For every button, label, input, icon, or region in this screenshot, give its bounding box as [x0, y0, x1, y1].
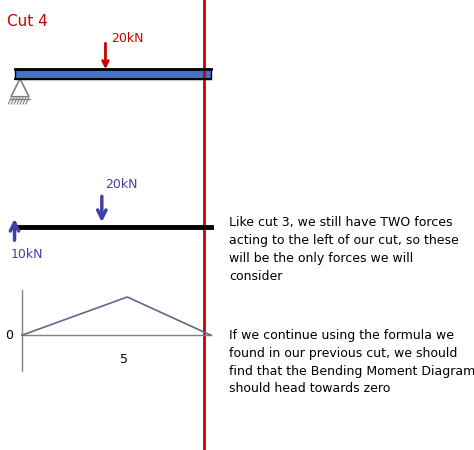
Text: Like cut 3, we still have TWO forces
acting to the left of our cut, so these
wil: Like cut 3, we still have TWO forces act… [229, 216, 459, 283]
Text: Cut 4: Cut 4 [7, 14, 48, 28]
Text: 20kN: 20kN [111, 32, 144, 45]
Text: 5: 5 [119, 353, 128, 366]
Text: If we continue using the formula we
found in our previous cut, we should
find th: If we continue using the formula we foun… [229, 328, 474, 396]
Text: 20kN: 20kN [105, 178, 138, 191]
FancyBboxPatch shape [15, 69, 211, 79]
Text: 10kN: 10kN [11, 248, 44, 261]
Text: 0: 0 [5, 329, 13, 342]
